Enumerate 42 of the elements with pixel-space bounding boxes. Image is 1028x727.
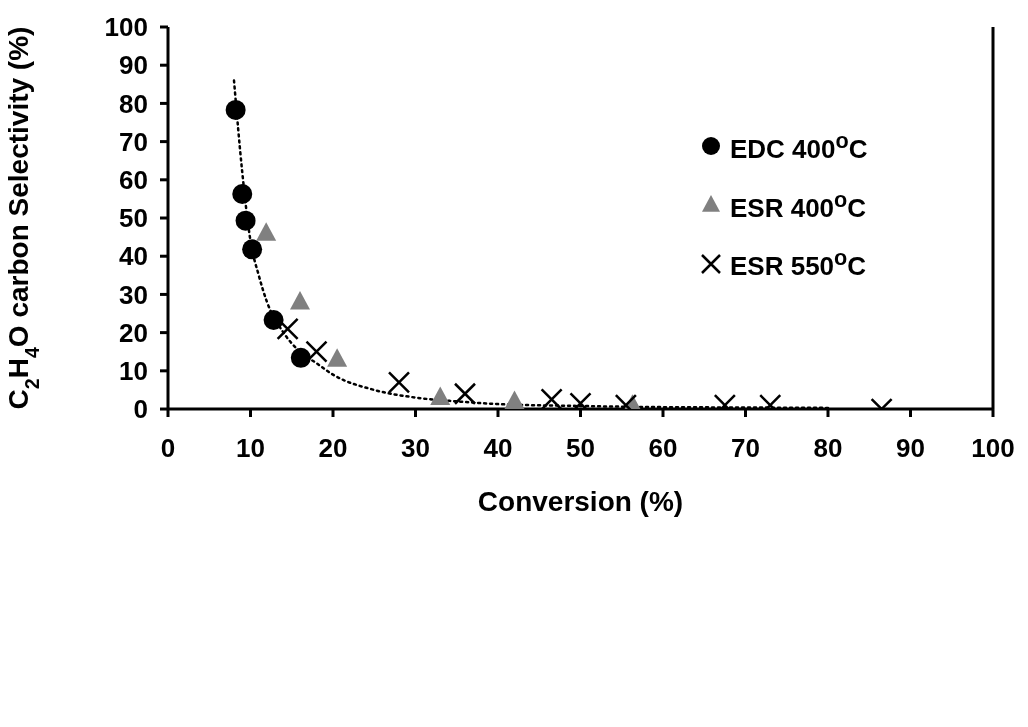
x-tick-label: 10 <box>236 433 265 464</box>
point <box>290 347 311 368</box>
x-tick-label: 70 <box>731 433 760 464</box>
x-tick-label: 90 <box>896 433 925 464</box>
y-tick-label: 100 <box>104 12 148 43</box>
x-tick-label: 50 <box>566 433 595 464</box>
point <box>387 371 411 394</box>
x-tick-label: 80 <box>813 433 843 464</box>
x-tick-label: 20 <box>318 433 348 464</box>
y-tick-label: 60 <box>119 165 148 196</box>
y-tick-label: 20 <box>119 317 148 348</box>
y-tick-label: 70 <box>119 126 148 157</box>
point <box>225 99 246 120</box>
point <box>232 183 253 204</box>
point <box>242 239 263 260</box>
point <box>305 340 328 363</box>
point <box>235 210 256 231</box>
x-tick-label: 40 <box>483 433 513 464</box>
y-tick-label: 80 <box>119 88 148 119</box>
legend-label: ESR 400$^{o}$C <box>730 186 867 224</box>
y-tick-label: 30 <box>119 279 148 310</box>
point <box>276 317 299 341</box>
point <box>430 386 451 406</box>
x-tick-label: 60 <box>648 433 678 464</box>
legend-label: ESR 550$^{o}$C <box>730 245 867 282</box>
point <box>256 222 277 241</box>
point <box>290 291 310 310</box>
point <box>453 382 477 405</box>
x-tick-label: 0 <box>160 433 176 464</box>
x-axis-title: Conversion (%) <box>477 486 684 518</box>
point <box>504 390 525 409</box>
y-tick-label: 0 <box>133 394 148 425</box>
y-tick-label: 40 <box>119 241 148 272</box>
y-tick-label: 90 <box>119 50 148 81</box>
point <box>540 388 563 410</box>
legend-label: EDC 400$^{o}$C <box>730 128 868 165</box>
y-tick-label: 50 <box>119 203 148 234</box>
x-tick-label: 100 <box>971 433 1015 464</box>
point <box>263 310 284 331</box>
point <box>327 348 348 367</box>
x-tick-label: 30 <box>401 433 430 464</box>
y-tick-label: 10 <box>119 356 148 387</box>
